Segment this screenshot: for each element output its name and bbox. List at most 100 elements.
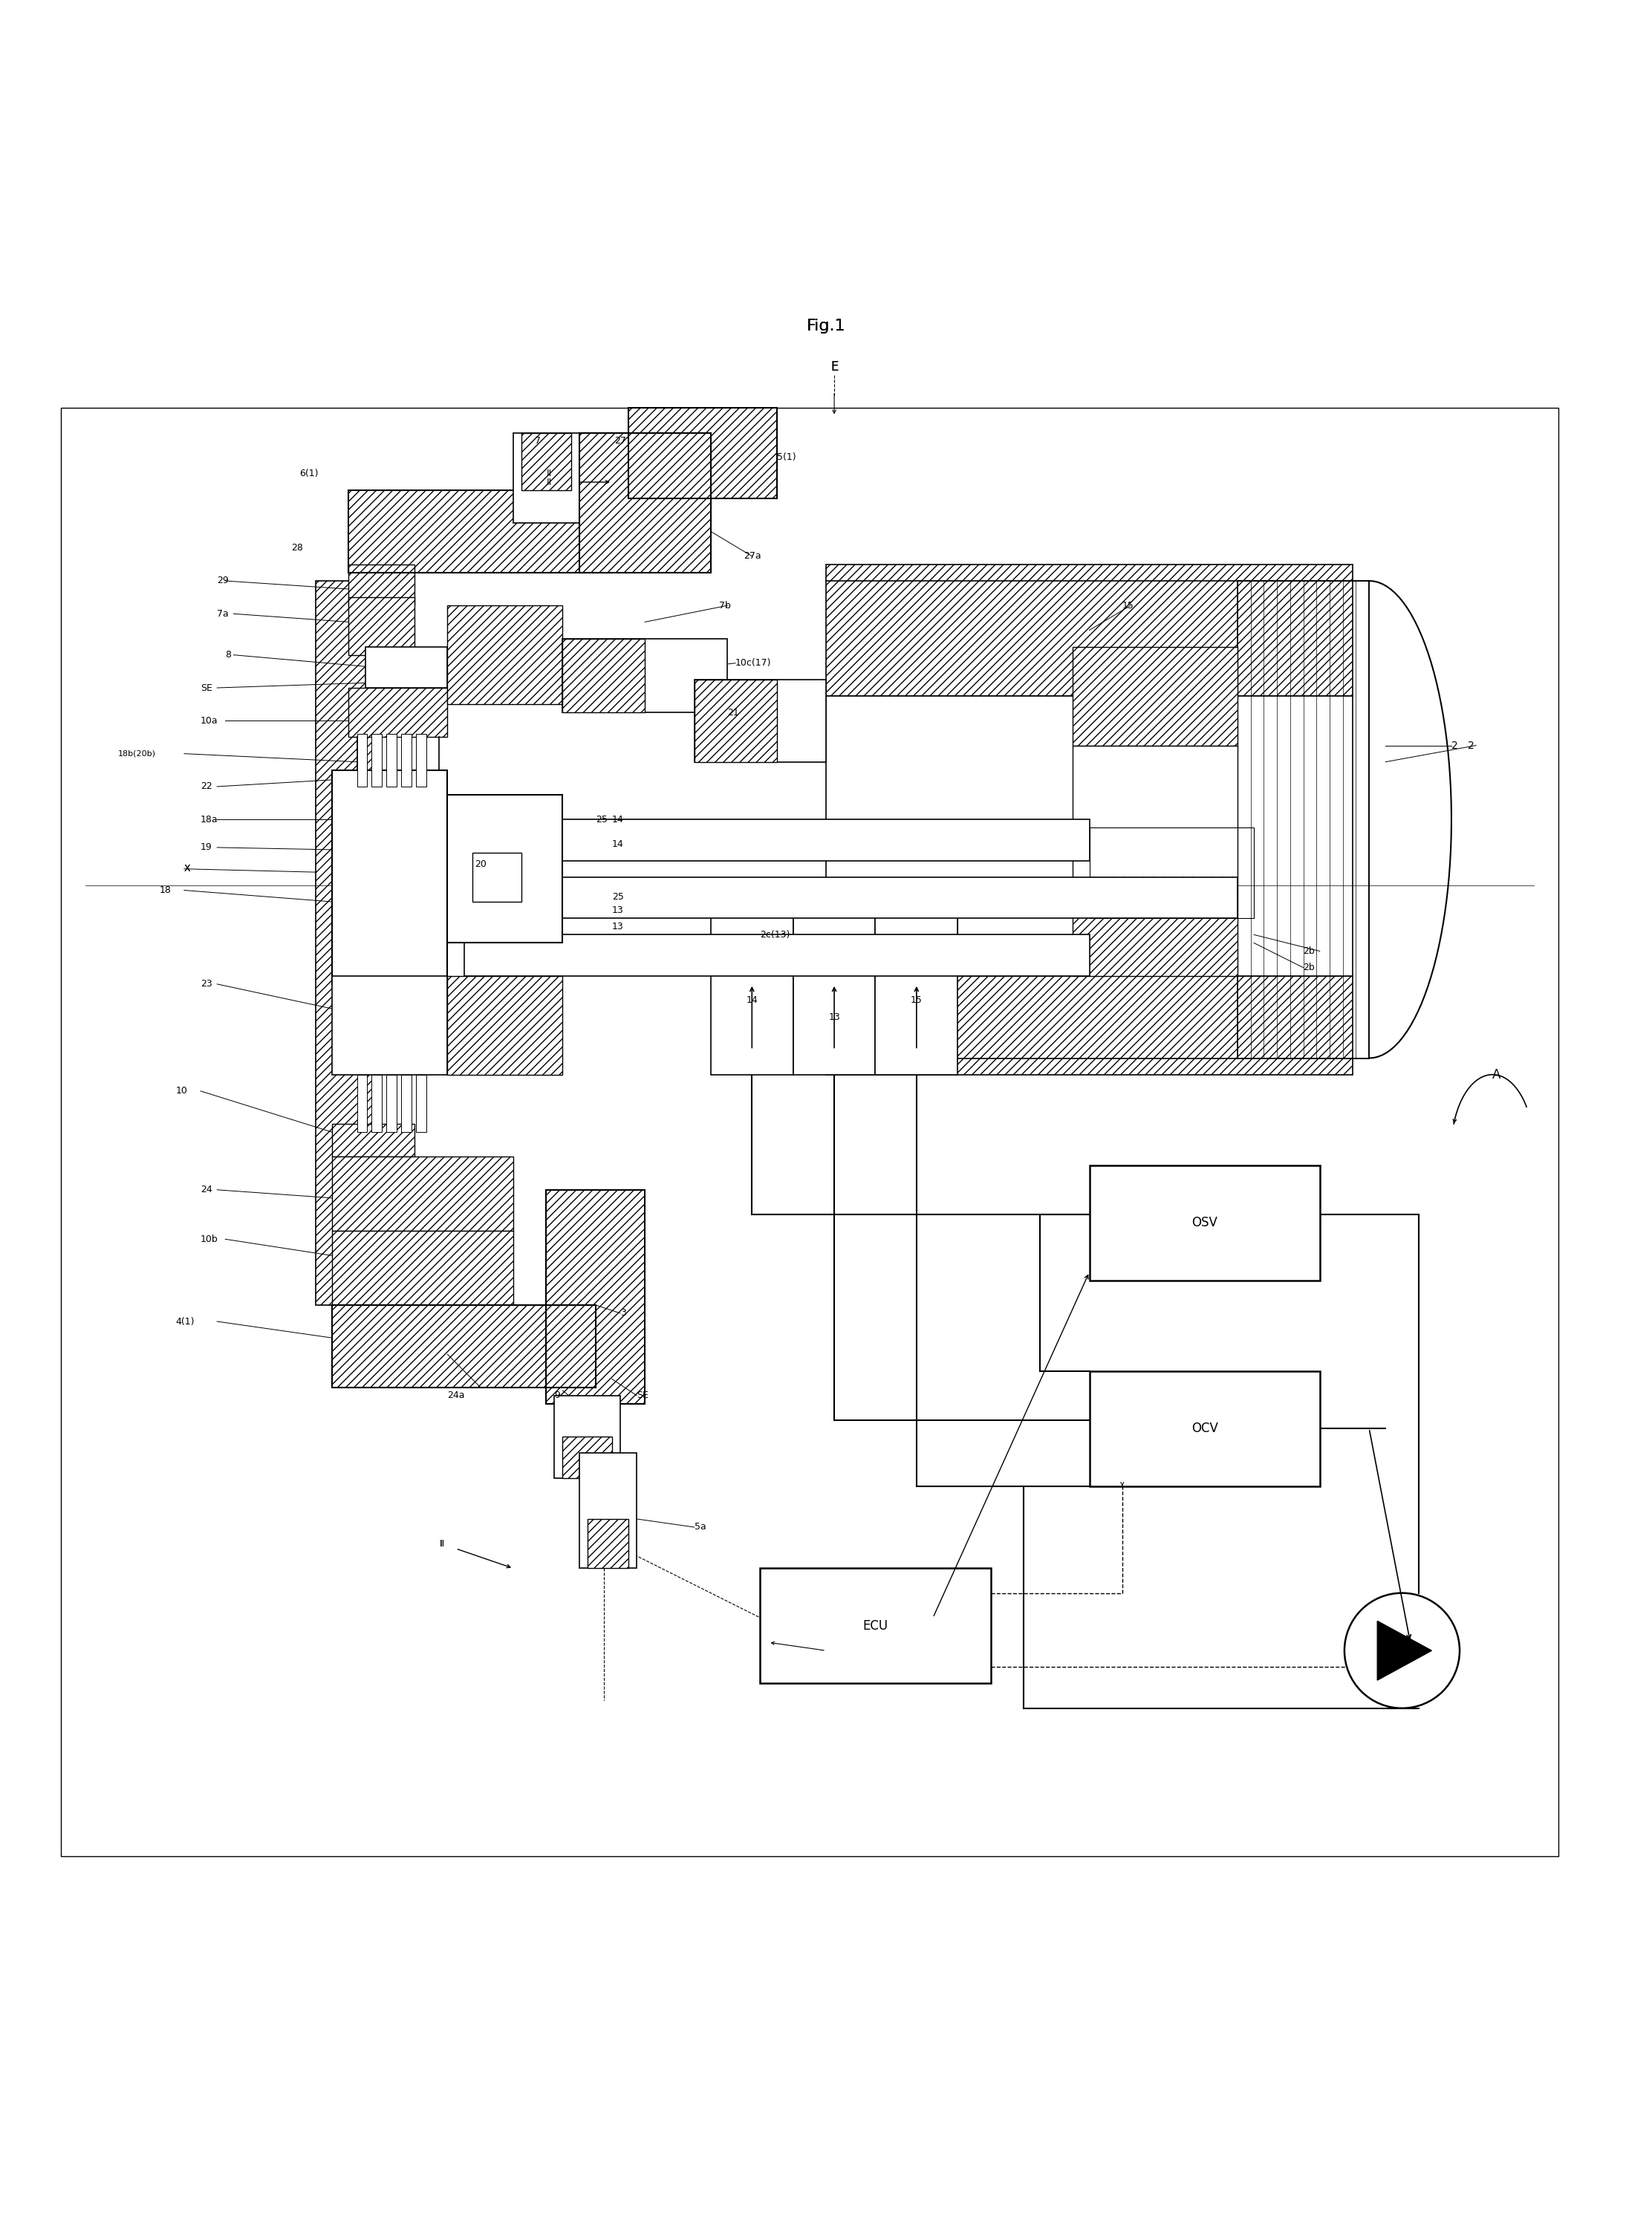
Text: ECU: ECU [862, 1619, 889, 1632]
Text: 18a: 18a [200, 815, 218, 824]
Bar [522, 432, 572, 490]
Text: Fig.1: Fig.1 [806, 319, 846, 332]
Text: OCV: OCV [1191, 1422, 1218, 1435]
Text: A: A [1492, 1068, 1502, 1081]
Text: II: II [547, 470, 552, 478]
Bar [710, 893, 793, 977]
Text: 14: 14 [611, 839, 624, 848]
Bar [694, 680, 776, 762]
Text: 5a: 5a [694, 1522, 705, 1533]
Text: 10c(17): 10c(17) [735, 658, 771, 669]
Bar [332, 977, 448, 1074]
Bar [710, 893, 793, 1074]
Bar [563, 1438, 611, 1477]
Text: 2: 2 [1452, 740, 1459, 751]
Text: 28: 28 [291, 543, 302, 554]
Text: 9: 9 [555, 1391, 560, 1400]
Bar [793, 893, 876, 1074]
Bar [332, 1232, 514, 1305]
Bar [349, 598, 415, 656]
Bar [580, 432, 710, 574]
Bar [448, 795, 563, 944]
Text: 14: 14 [747, 997, 758, 1006]
Bar [694, 680, 826, 762]
Bar [826, 565, 1353, 696]
Bar [349, 490, 611, 574]
Bar [401, 1074, 411, 1132]
Bar [387, 1074, 396, 1132]
Bar [547, 1189, 644, 1404]
Bar [387, 733, 396, 786]
Bar [547, 1189, 644, 1404]
Bar [1072, 746, 1237, 893]
Text: 24: 24 [200, 1185, 213, 1194]
Bar [628, 408, 776, 498]
Circle shape [1345, 1593, 1460, 1708]
Text: II: II [547, 476, 552, 487]
Text: 2: 2 [1469, 740, 1474, 751]
Bar [357, 733, 367, 786]
Text: OSV: OSV [1191, 1216, 1218, 1229]
Text: 18: 18 [160, 886, 172, 895]
Text: 2b: 2b [1303, 964, 1315, 972]
Text: II: II [439, 1539, 444, 1548]
Bar [1072, 647, 1237, 746]
Text: 21: 21 [727, 707, 738, 718]
Text: 13: 13 [611, 921, 624, 930]
Text: 14: 14 [611, 815, 624, 824]
Text: 23: 23 [200, 979, 213, 988]
Bar [372, 733, 382, 786]
Bar [876, 893, 958, 977]
Bar [1072, 893, 1237, 977]
Bar [416, 1074, 426, 1132]
Text: 25: 25 [611, 893, 624, 902]
Bar [448, 977, 563, 1074]
Bar [464, 935, 1089, 977]
Bar [365, 647, 448, 689]
Bar [1089, 1371, 1320, 1486]
Bar [349, 565, 415, 605]
Bar [580, 432, 710, 574]
Bar [555, 1395, 620, 1477]
Bar [628, 408, 776, 498]
Text: 19: 19 [200, 842, 213, 853]
Bar [826, 696, 1353, 977]
Bar [826, 977, 1353, 1074]
Text: 13: 13 [828, 1012, 841, 1021]
Text: 7b: 7b [719, 600, 730, 611]
Text: 6(1): 6(1) [299, 470, 319, 478]
Bar [563, 638, 644, 713]
Bar [401, 733, 411, 786]
Text: 10: 10 [175, 1085, 188, 1096]
Text: SE: SE [200, 682, 213, 693]
Text: 10b: 10b [200, 1234, 218, 1245]
Text: SE: SE [636, 1391, 649, 1400]
Text: 15: 15 [910, 997, 922, 1006]
Text: 15: 15 [1122, 600, 1133, 611]
Text: 22: 22 [200, 782, 213, 791]
Text: X: X [183, 864, 190, 873]
Bar [316, 580, 373, 1305]
Bar [448, 605, 563, 704]
Text: 8: 8 [225, 649, 231, 660]
Text: 25: 25 [596, 815, 608, 824]
Text: 24a: 24a [448, 1391, 464, 1400]
Polygon shape [1378, 1621, 1432, 1681]
Bar [61, 408, 1558, 1856]
Bar [580, 1453, 636, 1568]
Text: 7: 7 [535, 436, 540, 445]
Bar [332, 1123, 415, 1156]
Text: 4(1): 4(1) [175, 1316, 195, 1327]
Text: 7a: 7a [216, 609, 228, 618]
Text: 13: 13 [611, 906, 624, 915]
Bar [514, 432, 580, 523]
Bar [332, 771, 448, 983]
Text: 20: 20 [474, 859, 486, 868]
Bar [760, 1568, 991, 1683]
Text: E: E [831, 361, 838, 374]
Text: 5(1): 5(1) [776, 452, 796, 463]
Text: II: II [439, 1539, 444, 1548]
Bar [61, 408, 1558, 1856]
Bar [416, 733, 426, 786]
Text: 27: 27 [615, 436, 626, 445]
